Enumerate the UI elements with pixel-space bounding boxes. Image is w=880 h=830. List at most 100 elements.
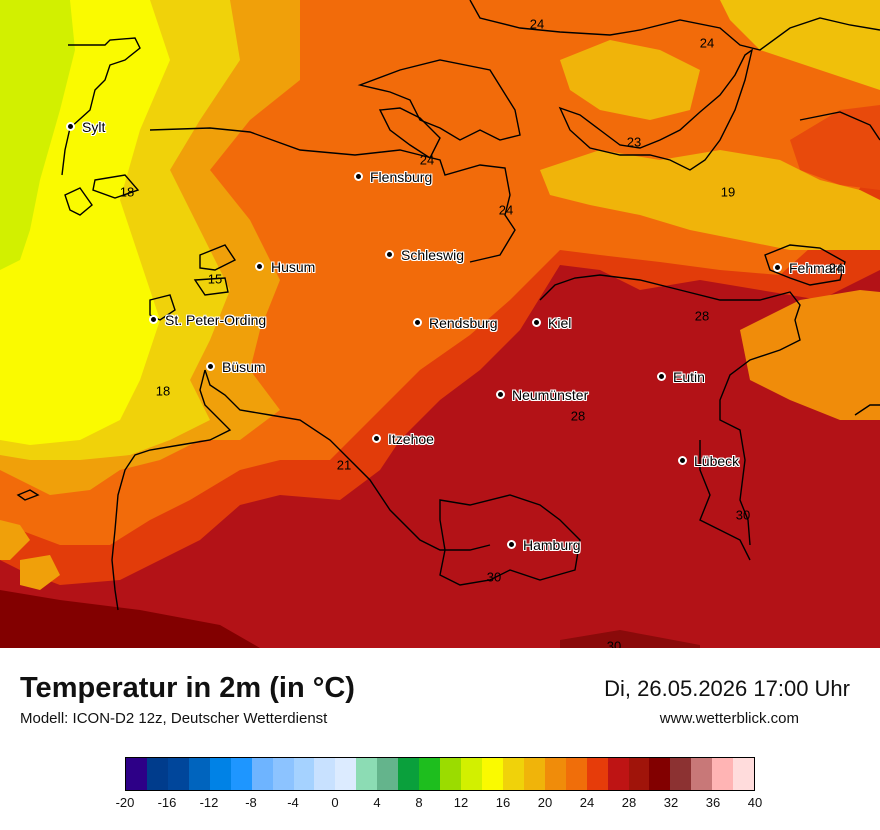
city-dot-icon bbox=[385, 250, 394, 259]
city-dot-icon bbox=[413, 318, 422, 327]
colorbar-segment bbox=[502, 758, 524, 790]
city-dot-icon bbox=[496, 390, 505, 399]
isoline-label: 24 bbox=[699, 35, 715, 51]
city-dot-icon bbox=[372, 434, 381, 443]
city-label: Hamburg bbox=[523, 536, 581, 553]
colorbar-segment bbox=[209, 758, 231, 790]
colorbar-segment bbox=[691, 758, 713, 790]
isoline-label: 30 bbox=[606, 638, 622, 649]
city-dot-icon bbox=[532, 318, 541, 327]
city-marker-luebeck: Lübeck bbox=[678, 450, 739, 469]
colorbar-segment bbox=[398, 758, 420, 790]
colorbar-segment bbox=[607, 758, 629, 790]
city-marker-hamburg: Hamburg bbox=[507, 534, 581, 553]
colorbar-tick-label: -12 bbox=[199, 795, 219, 810]
model-info: Modell: ICON-D2 12z, Deutscher Wetterdie… bbox=[20, 710, 328, 727]
isoline-label: 19 bbox=[720, 184, 736, 200]
city-marker-schleswig: Schleswig bbox=[385, 244, 464, 263]
city-label: Fehmarn bbox=[789, 259, 846, 276]
colorbar-segment bbox=[565, 758, 587, 790]
isoline-label: 24 bbox=[419, 152, 435, 168]
colorbar-tick-label: -20 bbox=[115, 795, 135, 810]
city-label: Flensburg bbox=[370, 168, 433, 185]
city-marker-husum: Husum bbox=[255, 256, 315, 275]
city-marker-rendsburg: Rendsburg bbox=[413, 312, 498, 331]
temperature-map: Sylt Flensburg Schleswig Husum St. Peter… bbox=[0, 0, 880, 648]
colorbar-segment bbox=[314, 758, 336, 790]
colorbar-tick-label: 36 bbox=[705, 795, 721, 810]
website-url: www.wetterblick.com bbox=[659, 710, 799, 727]
city-dot-icon bbox=[507, 540, 516, 549]
city-label: Eutin bbox=[673, 368, 705, 385]
colorbar-tick-label: -4 bbox=[287, 795, 299, 810]
colorbar-tick-label: 32 bbox=[663, 795, 679, 810]
city-dot-icon bbox=[66, 122, 75, 131]
colorbar-segment bbox=[670, 758, 692, 790]
colorbar-tick-label: 0 bbox=[331, 795, 339, 810]
colorbar-tick-label: 24 bbox=[579, 795, 595, 810]
city-dot-icon bbox=[657, 372, 666, 381]
colorbar-segment bbox=[126, 758, 147, 790]
city-label: Husum bbox=[271, 258, 316, 275]
colorbar-segment bbox=[586, 758, 608, 790]
colorbar-segment bbox=[230, 758, 252, 790]
map-title: Temperatur in 2m (in °C) bbox=[20, 672, 355, 704]
city-marker-neumuenster: Neumünster bbox=[496, 384, 588, 403]
isoline-label: 15 bbox=[207, 271, 223, 287]
city-label: St. Peter-Ording bbox=[165, 311, 267, 328]
colorbar-segment bbox=[419, 758, 441, 790]
isoline-label: 28 bbox=[694, 308, 710, 324]
city-marker-buesum: Büsum bbox=[206, 356, 266, 375]
city-dot-icon bbox=[255, 262, 264, 271]
city-marker-sylt: Sylt bbox=[66, 116, 105, 135]
city-label: Sylt bbox=[82, 118, 106, 135]
colorbar-segment bbox=[440, 758, 461, 790]
city-label: Neumünster bbox=[512, 386, 589, 403]
city-label: Schleswig bbox=[401, 246, 465, 263]
city-dot-icon bbox=[206, 362, 215, 371]
city-dot-icon bbox=[773, 263, 782, 272]
colorbar-tick-label: 20 bbox=[537, 795, 553, 810]
colorbar-segment bbox=[146, 758, 168, 790]
isoline-label: 23 bbox=[626, 134, 642, 150]
colorbar-tick-label: -16 bbox=[157, 795, 177, 810]
city-marker-st-peter-ording: St. Peter-Ording bbox=[149, 309, 266, 328]
colorbar-segment bbox=[461, 758, 482, 790]
colorbar-segment bbox=[377, 758, 399, 790]
colorbar-segment bbox=[335, 758, 357, 790]
isoline-label: 24 bbox=[498, 202, 514, 218]
colorbar-segment bbox=[188, 758, 210, 790]
colorbar-segment bbox=[712, 758, 734, 790]
isoline-label: 30 bbox=[735, 507, 751, 523]
colorbar-tick-label: 8 bbox=[415, 795, 423, 810]
colorbar-tick-label: 12 bbox=[453, 795, 469, 810]
isoline-label: 28 bbox=[570, 408, 586, 424]
colorbar-tick-label: -8 bbox=[245, 795, 257, 810]
city-label: Itzehoe bbox=[388, 430, 434, 447]
colorbar-segment bbox=[272, 758, 294, 790]
city-label: Kiel bbox=[548, 314, 572, 331]
temperature-field bbox=[0, 0, 880, 648]
city-dot-icon bbox=[149, 315, 158, 324]
city-marker-itzehoe: Itzehoe bbox=[372, 428, 434, 447]
isoline-label: 21 bbox=[336, 457, 352, 473]
colorbar-segment bbox=[544, 758, 566, 790]
city-dot-icon bbox=[678, 456, 687, 465]
isoline-label: 18 bbox=[155, 383, 171, 399]
city-marker-fehmarn: Fehmarn bbox=[773, 257, 845, 276]
city-label: Büsum bbox=[222, 358, 266, 375]
colorbar-segment bbox=[251, 758, 273, 790]
forecast-datetime: Di, 26.05.2026 17:00 Uhr bbox=[604, 676, 850, 701]
colorbar-tick-label: 28 bbox=[621, 795, 637, 810]
colorbar-tick-label: 40 bbox=[747, 795, 763, 810]
isoline-label: 30 bbox=[486, 569, 502, 585]
colorbar-segment bbox=[167, 758, 189, 790]
city-dot-icon bbox=[354, 172, 363, 181]
colorbar-tick-label: 16 bbox=[495, 795, 511, 810]
city-marker-kiel: Kiel bbox=[532, 312, 571, 331]
colorbar-segment bbox=[733, 758, 755, 790]
city-marker-eutin: Eutin bbox=[657, 366, 705, 385]
isoline-label: 18 bbox=[119, 184, 135, 200]
city-marker-flensburg: Flensburg bbox=[354, 166, 432, 185]
colorbar-segment bbox=[481, 758, 503, 790]
